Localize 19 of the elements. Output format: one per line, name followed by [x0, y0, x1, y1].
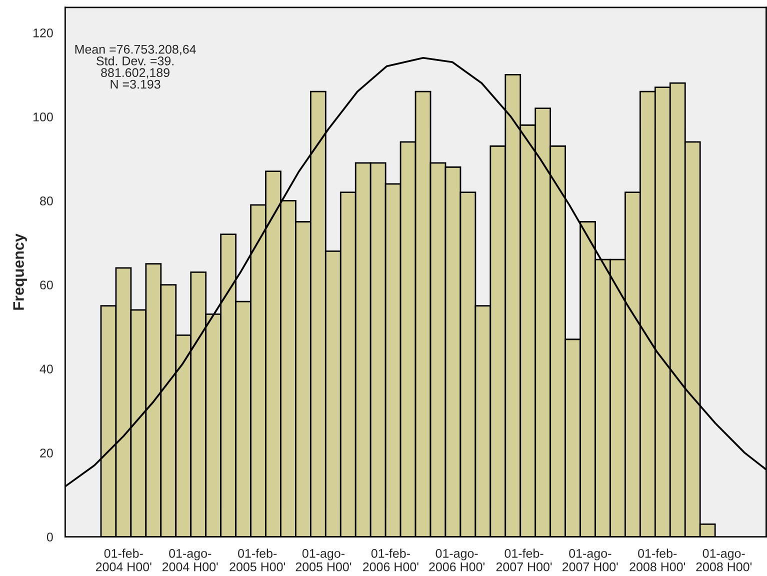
annotation: Mean =76.753.208,64 Std. Dev. =39. 881.602,189 N =3.193 — [75, 44, 196, 89]
y-tick-label: 80 — [40, 196, 53, 206]
x-tick-label: 01-ago- 2006 H00' — [429, 548, 484, 572]
y-tick-label: 40 — [40, 364, 53, 374]
x-tick-label: 01-feb- 2006 H00' — [363, 548, 418, 572]
x-tick-label: 01-ago- 2004 H00' — [162, 548, 218, 572]
y-tick-label: 120 — [33, 28, 53, 38]
y-tick-label: 20 — [40, 448, 53, 458]
y-tick-label: 60 — [40, 280, 53, 290]
y-tick-label: 100 — [33, 112, 53, 122]
y-tick-label: 0 — [46, 532, 53, 542]
x-tick-label: 01-feb- 2008 H00' — [630, 548, 686, 572]
x-tick-label: 01-feb- 2005 H00' — [230, 548, 286, 572]
x-tick-label: 01-ago- 2007 H00' — [562, 548, 618, 572]
y-axis-title: Frequency — [13, 234, 27, 310]
x-tick-label: 01-feb- 2004 H00' — [96, 548, 152, 572]
x-tick-label: 01-ago- 2005 H00' — [296, 548, 352, 572]
x-tick-label: 01-ago- 2008 H00' — [696, 548, 752, 572]
x-tick-label: 01-feb- 2007 H00' — [496, 548, 552, 572]
